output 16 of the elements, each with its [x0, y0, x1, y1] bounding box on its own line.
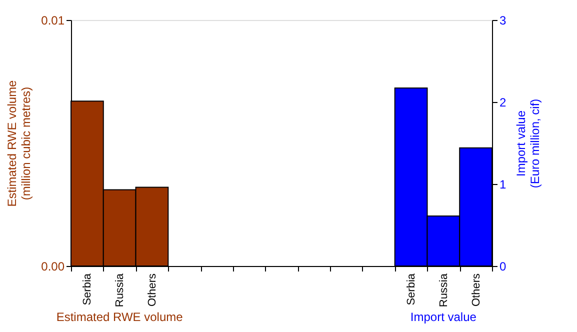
x-tick-label: Serbia	[82, 272, 94, 306]
x-tick-label: Serbia	[406, 272, 418, 306]
y-tick-label: 0.00	[41, 260, 65, 274]
x-tick-label: Russia	[114, 272, 126, 308]
x-tick-label: Others	[470, 273, 482, 307]
y2-tick-label: 2	[500, 96, 506, 110]
text: Estimated RWE volume	[56, 310, 184, 324]
y-tick-label: 0.01	[41, 14, 65, 28]
y2-tick-label: 1	[500, 178, 506, 192]
text: Import value	[410, 310, 477, 324]
x-tick-label: Russia	[438, 272, 450, 308]
y2-tick-label: 0	[500, 260, 506, 274]
x-tick-label: Others	[146, 273, 158, 307]
y2-axis-title: Import value (Euro million, cif)	[514, 98, 542, 188]
y-axis-title: Estimated RWE volume (million cubic metres)	[5, 80, 34, 207]
y2-tick-label: 3	[500, 14, 506, 28]
